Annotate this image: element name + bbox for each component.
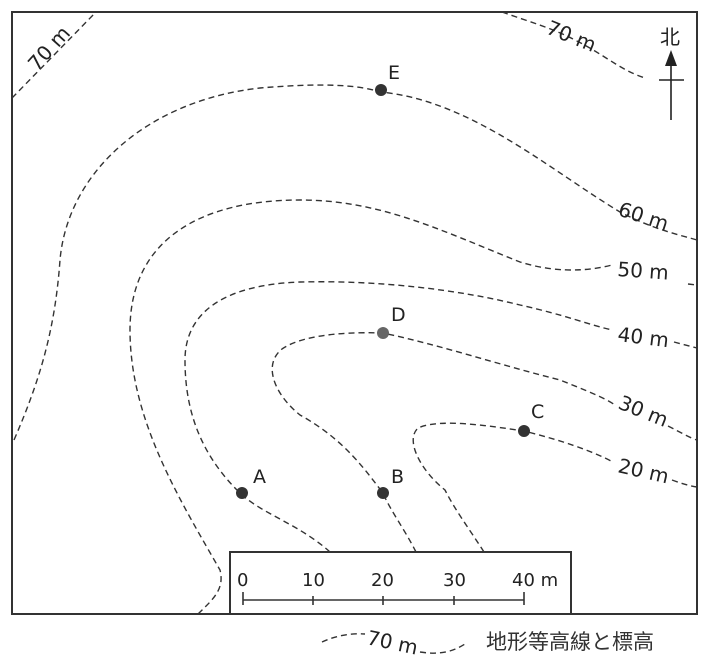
north-arrow: 北 [659, 25, 684, 120]
scale-tick-20: 20 [371, 570, 394, 591]
scale-tick-30: 30 [443, 570, 466, 591]
point-C: C [518, 401, 544, 437]
scale-tick-10: 10 [302, 570, 325, 591]
contour-60 [13, 84, 698, 441]
contour-20 [412, 422, 698, 553]
point-E: E [375, 62, 400, 96]
point-label-E: E [388, 62, 400, 84]
legend: 70 m 地形等高線と標高 [321, 625, 654, 660]
contour-50 [129, 199, 698, 615]
contour-label-nw70: 70 m [23, 21, 75, 75]
contour-label-20: 20 m [616, 453, 671, 488]
scale-tick-0: 0 [237, 570, 248, 591]
contour-label-ne70: 70 m [543, 15, 600, 56]
scale-tick-40: 40 m [512, 570, 558, 591]
point-B: B [377, 466, 404, 499]
point-label-B: B [391, 466, 404, 488]
legend-sample-line-right [419, 643, 466, 654]
point-label-A: A [253, 466, 266, 488]
contour-label-40: 40 m [616, 322, 670, 352]
scale-bar-box [229, 551, 572, 615]
map-frame [11, 11, 698, 615]
scale-bar: 0 10 20 30 40 m [229, 551, 572, 615]
legend-sample-line-left [321, 633, 366, 643]
contour-nw70 [11, 11, 97, 99]
point-A: A [236, 466, 266, 499]
point-label-C: C [531, 401, 544, 423]
point-D: D [377, 304, 406, 339]
contour-label-50: 50 m [617, 257, 670, 285]
north-arrow-icon [665, 50, 677, 66]
contour-label-30: 30 m [615, 390, 672, 431]
point-label-D: D [391, 304, 406, 326]
legend-text: 地形等高線と標高 [486, 630, 654, 654]
contour-label-60: 60 m [615, 197, 671, 236]
north-label: 北 [660, 25, 680, 49]
contour-30 [271, 332, 698, 553]
legend-sample-label: 70 m [365, 625, 420, 659]
